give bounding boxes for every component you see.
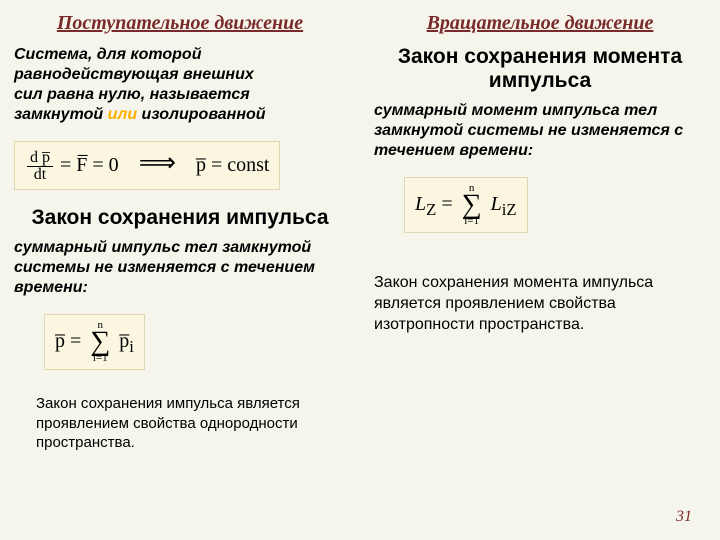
left-subhead: Закон сохранения импульса (14, 206, 346, 230)
lhs-sub: Z (426, 200, 436, 219)
intro-line: изолированной (142, 106, 266, 123)
slide: Поступательное движение Система, для кот… (0, 0, 720, 540)
rhs-sub: i (129, 337, 134, 356)
formula-momentum-sum: p̅ = n ∑ i=1 p̅i (44, 314, 145, 370)
right-note: Закон сохранения момента импульса являет… (374, 273, 706, 335)
rhs: p̅ (119, 330, 129, 352)
frac-den: dt (27, 167, 53, 183)
formula-angular-momentum-sum: LZ = n ∑ i=1 LiZ (404, 177, 528, 233)
left-note: Закон сохранения импульса является прояв… (36, 394, 346, 453)
right-title: Вращательное движение (374, 12, 706, 35)
right-subhead: Закон сохранения момента импульса (374, 45, 706, 93)
sigma-icon: ∑ (90, 330, 110, 354)
intro-ili: или (108, 106, 138, 123)
rhs: L (491, 193, 502, 215)
eq: = (441, 193, 457, 215)
formula-momentum-derivative: d p̅ dt = F̅ = 0 ⟹ p̅ = const (14, 141, 280, 190)
lhs: p̅ = (55, 330, 81, 352)
intro-line: равнодействующая внешних (14, 66, 254, 83)
right-body: суммарный момент импульса тел замкнутой … (374, 101, 706, 161)
frac-num: d p̅ (27, 150, 53, 167)
rhs-sub: iZ (502, 200, 517, 219)
sum-bot: i=1 (90, 354, 110, 363)
sum: n ∑ i=1 (90, 321, 110, 363)
eq-part: = F̅ = 0 (60, 154, 119, 176)
sum-bot: i=1 (462, 217, 482, 226)
intro-line: сил равна нулю, называется (14, 86, 250, 103)
sigma-icon: ∑ (462, 193, 482, 217)
eq-part: p̅ = const (196, 154, 270, 176)
sum: n ∑ i=1 (462, 184, 482, 226)
intro-line: замкнутой (14, 106, 103, 123)
intro-line: Система, для которой (14, 46, 201, 63)
right-column: Вращательное движение Закон сохранения м… (360, 0, 720, 540)
left-intro: Система, для которой равнодействующая вн… (14, 45, 346, 125)
lhs: L (415, 193, 426, 215)
fraction: d p̅ dt (27, 150, 53, 183)
left-column: Поступательное движение Система, для кот… (0, 0, 360, 540)
left-title: Поступательное движение (14, 12, 346, 35)
page-number: 31 (676, 508, 692, 526)
left-body: суммарный импульс тел замкнутой системы … (14, 238, 346, 298)
arrow: ⟹ (139, 148, 176, 177)
